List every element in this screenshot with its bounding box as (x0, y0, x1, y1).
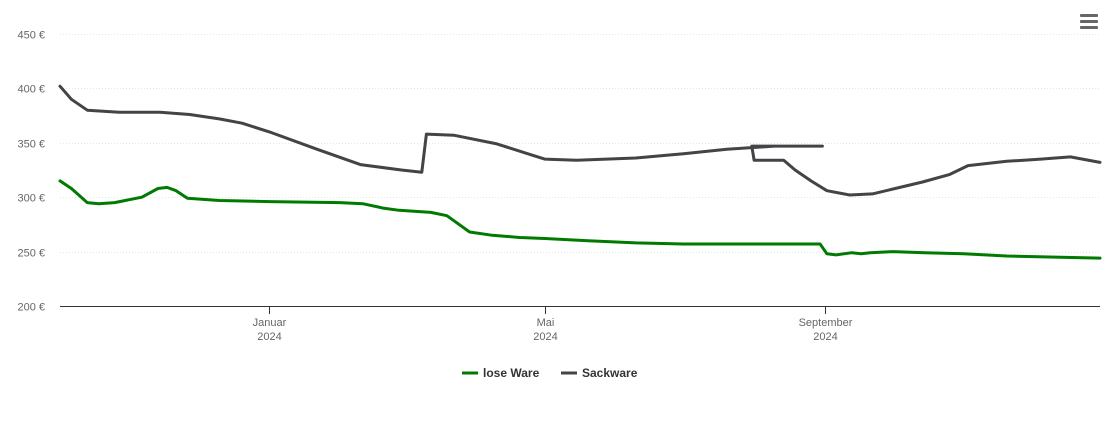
y-tick-label: 400 € (17, 84, 45, 96)
series-line-0[interactable] (58, 179, 1102, 260)
y-tick-label: 450 € (17, 30, 45, 42)
legend-item[interactable]: Sackware (561, 366, 638, 380)
series-lines (58, 84, 1102, 260)
legend-label: Sackware (582, 366, 638, 380)
series-line-1[interactable] (58, 84, 1102, 197)
x-tick-year: 2024 (533, 331, 557, 343)
x-tick-label: September (799, 317, 853, 329)
x-tick-label: Mai (537, 317, 555, 329)
legend-label: lose Ware (483, 366, 540, 380)
x-tick-year: 2024 (813, 331, 837, 343)
y-tick-label: 300 € (17, 193, 45, 205)
chart-menu-button[interactable] (1078, 12, 1100, 32)
y-tick-label: 200 € (17, 302, 45, 314)
y-tick-label: 350 € (17, 139, 45, 151)
y-tick-label: 250 € (17, 248, 45, 260)
y-axis: 200 € 250 € 300 € 350 € 400 € 450 € (17, 30, 45, 314)
legend[interactable]: lose Ware Sackware (462, 366, 638, 380)
x-tick-year: 2024 (257, 331, 281, 343)
grid-lines (60, 34, 1100, 253)
x-tick-label: Januar (253, 317, 287, 329)
x-axis: Januar 2024 Mai 2024 September 2024 (60, 306, 1100, 343)
legend-item[interactable]: lose Ware (462, 366, 540, 380)
hamburger-menu-icon (1078, 14, 1100, 29)
